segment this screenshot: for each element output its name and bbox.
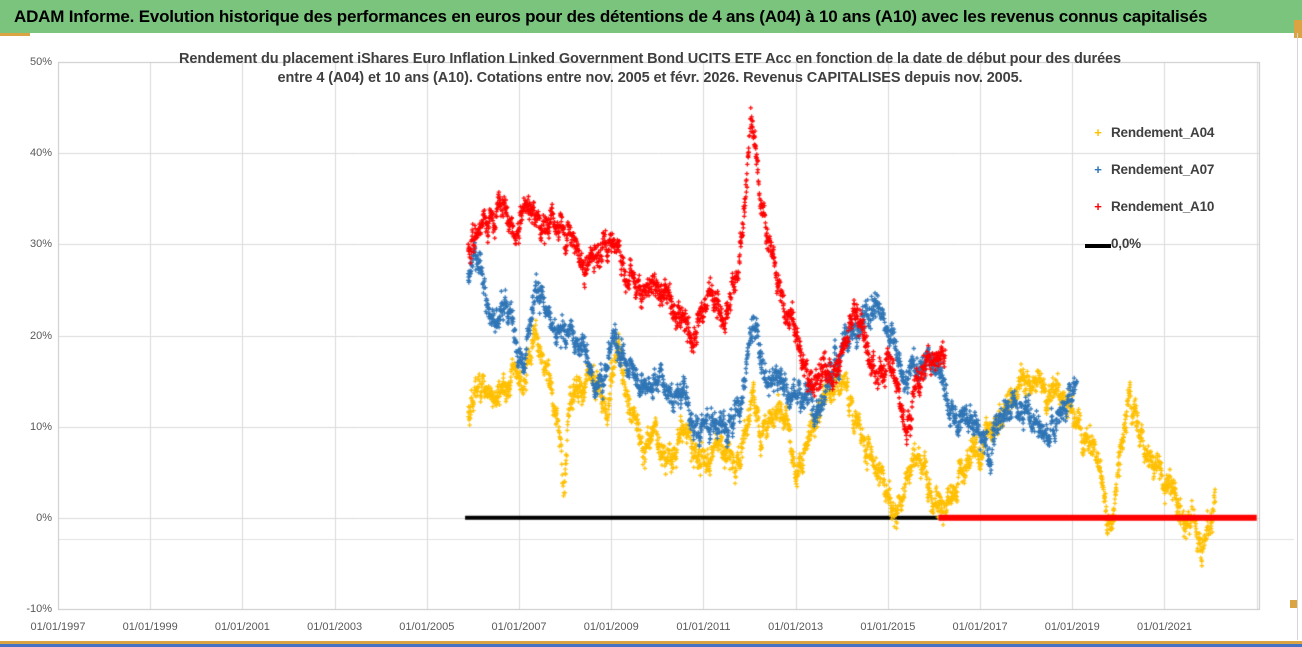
x-axis-tick-label: 01/01/2007 — [491, 621, 547, 633]
y-axis-tick-label: 20% — [29, 329, 52, 342]
x-axis-tick-label: 01/01/1999 — [122, 621, 178, 633]
legend-item-rendement-a04: + Rendement_A04 — [1085, 114, 1275, 151]
bottom-gold-border — [0, 641, 1302, 644]
x-axis-tick-label: 01/01/2021 — [1136, 621, 1193, 633]
x-axis-tick-label: 01/01/2003 — [307, 621, 363, 633]
x-axis-tick-label: 01/01/2005 — [399, 621, 455, 633]
legend-label: Rendement_A10 — [1111, 199, 1215, 214]
legend-label: 0,0% — [1111, 236, 1141, 251]
plus-marker-icon: + — [1094, 124, 1102, 140]
plus-marker-icon: + — [1094, 198, 1102, 214]
x-axis-tick-label: 01/01/2013 — [768, 621, 824, 633]
y-axis-tick-label: -10% — [26, 603, 52, 615]
chart-title-line2: entre 4 (A04) et 10 ans (A10). Cotations… — [277, 70, 1023, 86]
chart-right-border — [1297, 33, 1298, 640]
x-axis-tick-label: 01/01/2019 — [1044, 621, 1100, 633]
y-axis-tick-label: 40% — [29, 147, 52, 160]
y-axis-tick-label: 50% — [29, 56, 52, 68]
legend-item-0-0-: 0,0% — [1085, 225, 1275, 262]
x-axis-tick-label: 01/01/2015 — [860, 621, 916, 633]
line-marker-icon — [1085, 235, 1111, 253]
legend-item-rendement-a10: + Rendement_A10 — [1085, 188, 1275, 225]
legend-label: Rendement_A04 — [1111, 125, 1215, 140]
x-axis-tick-label: 01/01/2011 — [676, 621, 731, 633]
y-axis-tick-label: 30% — [29, 238, 52, 251]
y-axis-tick-label: 0% — [36, 511, 52, 524]
legend-item-rendement-a07: + Rendement_A07 — [1085, 151, 1275, 188]
chart-legend: + Rendement_A04 + Rendement_A07 + Rendement_A… — [1085, 114, 1275, 262]
x-axis-tick-label: 01/01/2009 — [583, 621, 639, 633]
y-axis-tick-label: 10% — [29, 420, 52, 433]
chart-title: Rendement du placement iShares Euro Infl… — [120, 50, 1180, 88]
bottom-window-edge — [0, 644, 1302, 647]
plus-marker-icon: + — [1094, 161, 1102, 177]
x-axis-tick-label: 01/01/1997 — [30, 621, 86, 633]
x-axis-tick-label: 01/01/2017 — [952, 621, 1008, 633]
x-axis-tick-label: 01/01/2001 — [214, 621, 270, 633]
chart-title-line1: Rendement du placement iShares Euro Infl… — [179, 51, 1121, 67]
legend-label: Rendement_A07 — [1111, 162, 1215, 177]
